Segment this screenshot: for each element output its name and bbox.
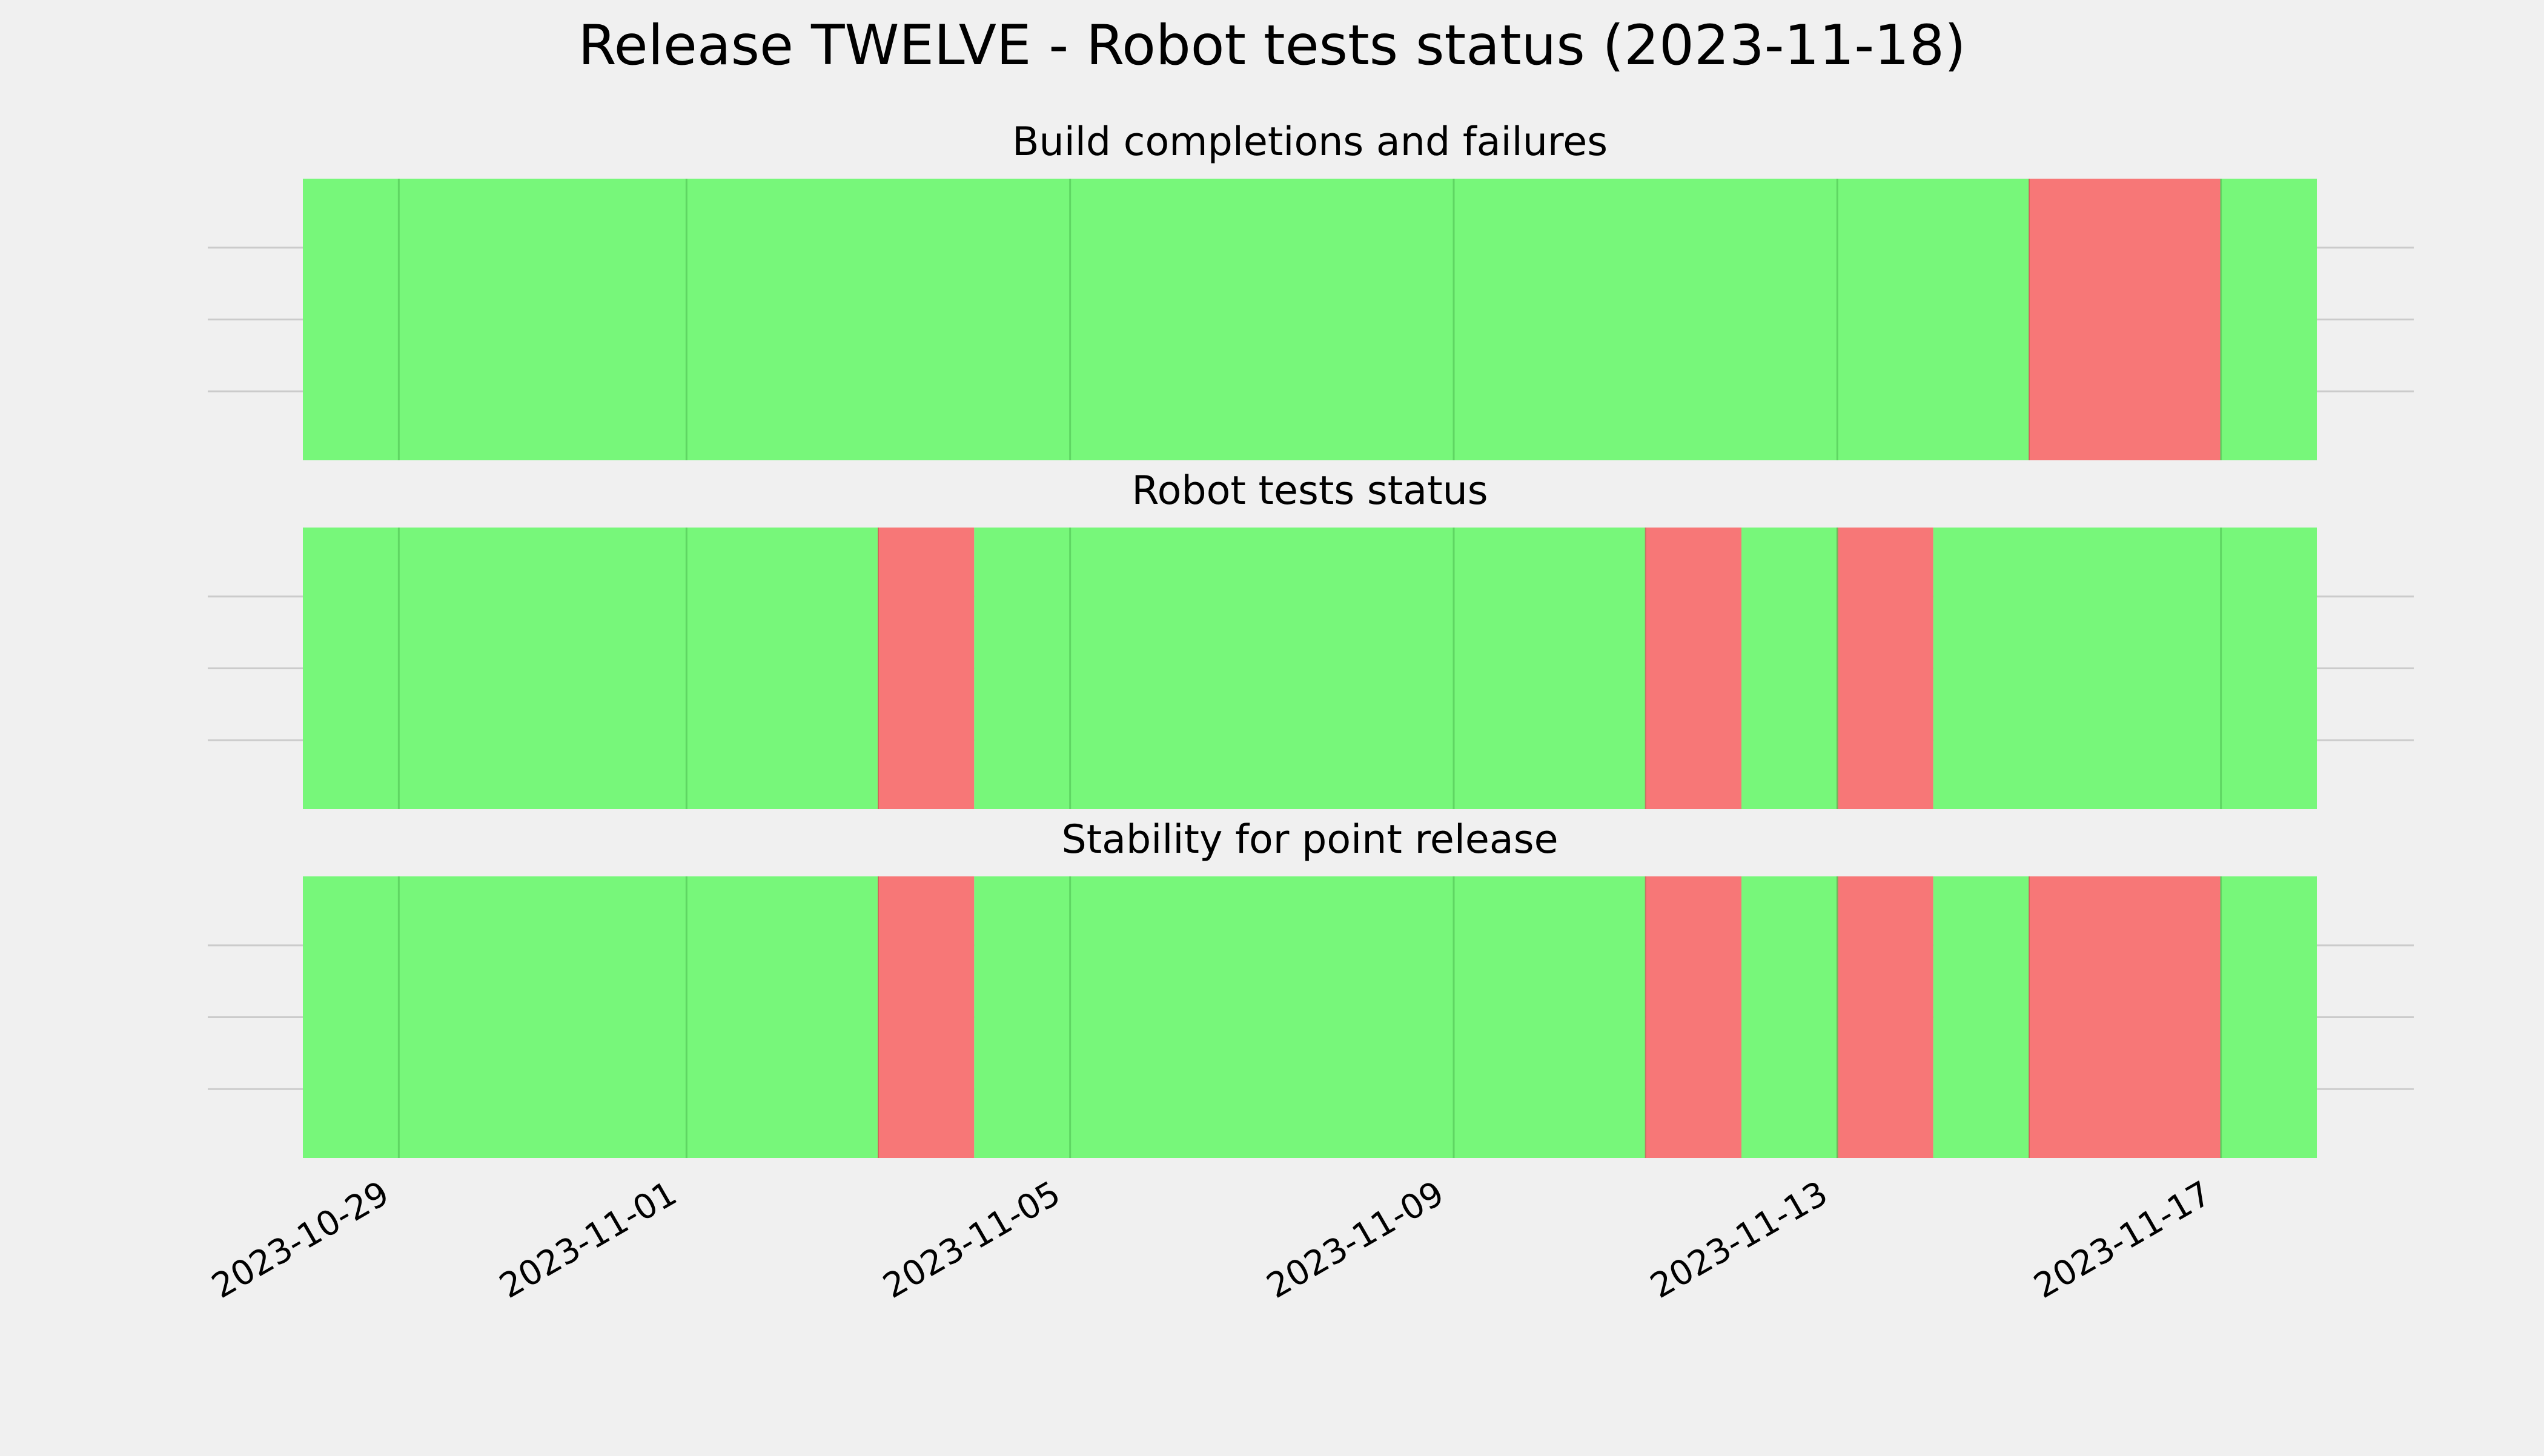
panel-title: Robot tests status bbox=[1131, 468, 1488, 514]
status-segment-pass bbox=[1933, 876, 2029, 1158]
panels-layer: Build completions and failures Robot test… bbox=[208, 119, 2414, 1158]
panel-2: Robot tests status bbox=[208, 468, 2414, 809]
status-segment-pass bbox=[1741, 876, 1838, 1158]
panel-title: Stability for point release bbox=[1061, 817, 1558, 862]
status-segment-fail bbox=[1645, 876, 1741, 1158]
status-segment-fail bbox=[1645, 528, 1741, 809]
status-segment-pass bbox=[303, 528, 878, 809]
status-segment-fail bbox=[1837, 528, 1933, 809]
status-segment-fail bbox=[2029, 179, 2221, 460]
status-segment-pass bbox=[303, 179, 2029, 460]
status-segment-pass bbox=[303, 876, 878, 1158]
status-segment-fail bbox=[878, 528, 975, 809]
status-segment-fail bbox=[1837, 876, 1933, 1158]
status-segment-fail bbox=[2029, 876, 2221, 1158]
status-segment-pass bbox=[1933, 528, 2317, 809]
status-segment-pass bbox=[1741, 528, 1838, 809]
panel-title: Build completions and failures bbox=[1012, 119, 1608, 165]
status-segment-fail bbox=[878, 876, 975, 1158]
status-segment-pass bbox=[974, 876, 1646, 1158]
status-segment-pass bbox=[974, 528, 1646, 809]
chart-title: Release TWELVE - Robot tests status (202… bbox=[578, 14, 1966, 78]
status-segment-pass bbox=[2221, 179, 2317, 460]
panel-3: Stability for point release bbox=[208, 817, 2414, 1158]
panel-1: Build completions and failures bbox=[208, 119, 2414, 460]
status-segment-pass bbox=[2221, 876, 2317, 1158]
